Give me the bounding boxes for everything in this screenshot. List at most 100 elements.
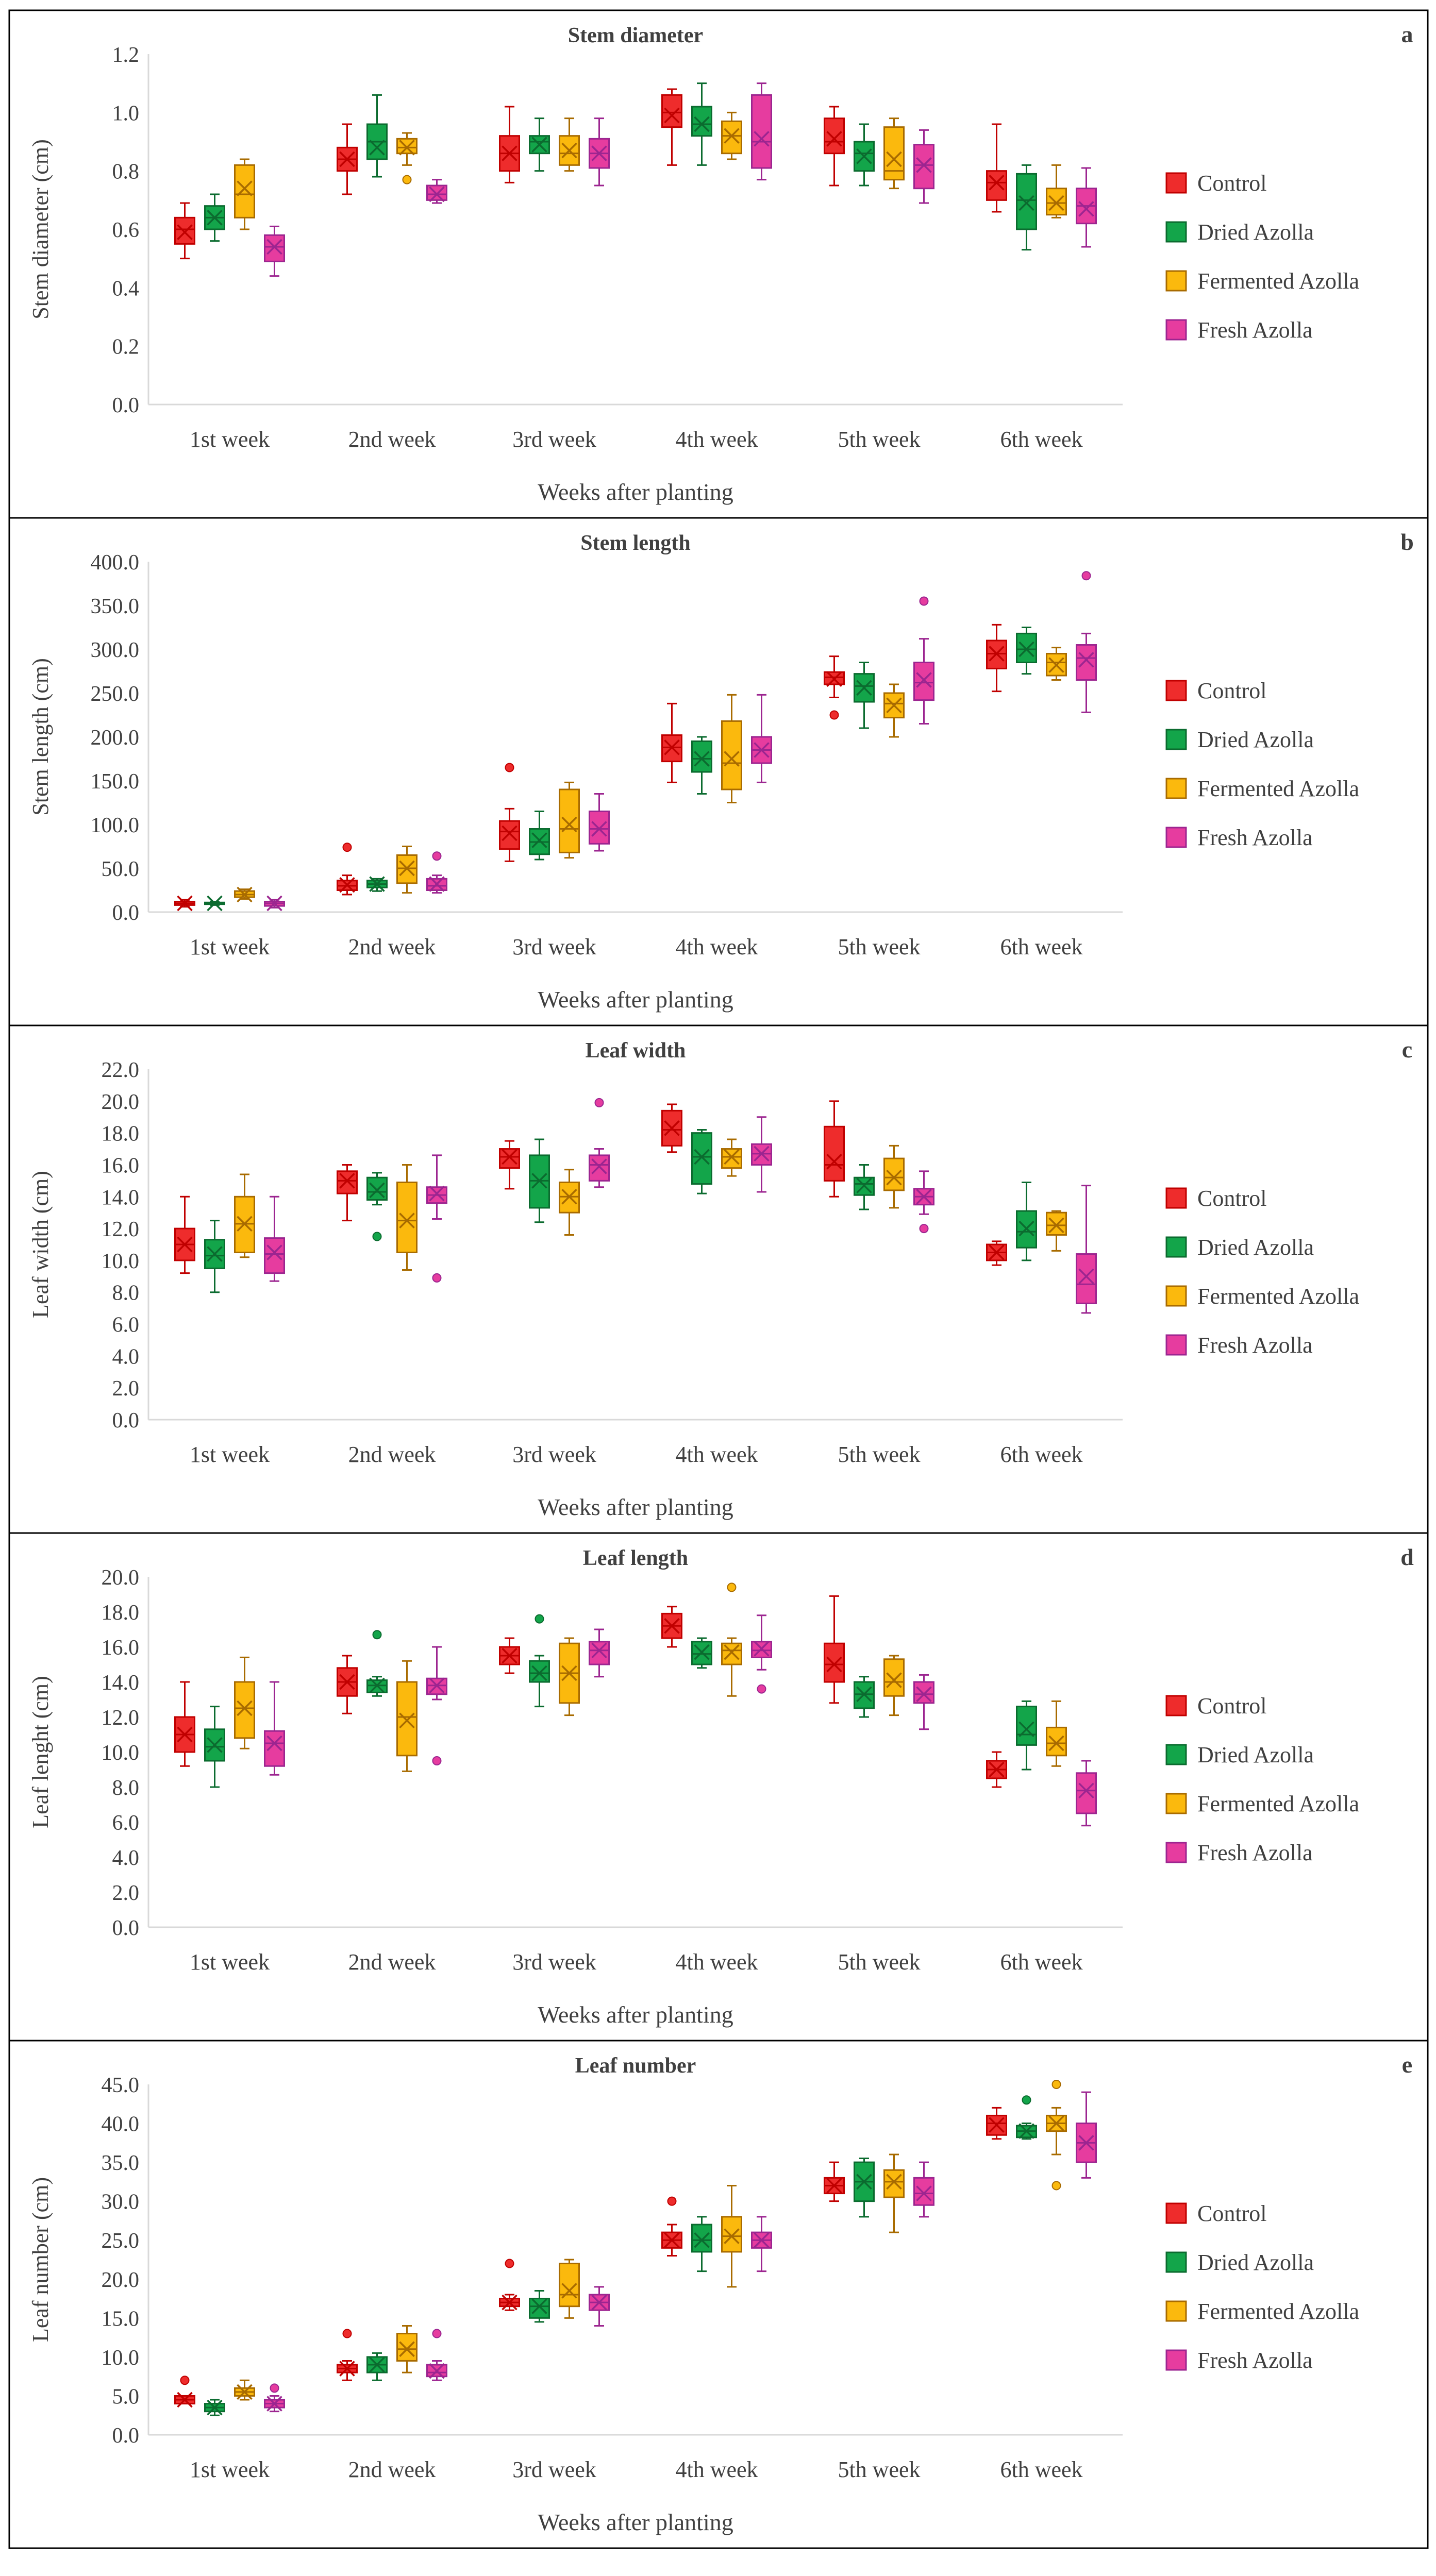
box-plot	[234, 158, 255, 230]
box-plot	[661, 702, 682, 783]
outlier-point	[919, 1224, 929, 1234]
mean-marker	[429, 186, 445, 203]
x-tick-label: 6th week	[1000, 934, 1082, 959]
mean-marker	[369, 140, 385, 156]
mean-marker	[1048, 1735, 1064, 1752]
mean-marker	[886, 2174, 902, 2190]
series-dried-azolla	[204, 2095, 1037, 2416]
legend-swatch	[1165, 2300, 1187, 2322]
mean-marker	[1018, 1721, 1034, 1738]
legend-label: Dried Azolla	[1197, 220, 1314, 245]
box	[396, 1681, 418, 1757]
box-plot	[883, 2153, 905, 2233]
series-dried-azolla	[204, 1129, 1037, 1293]
box	[559, 788, 580, 853]
y-tick-label: 200.0	[91, 726, 140, 750]
box-plot	[174, 2376, 195, 2408]
box-plot	[986, 624, 1007, 693]
box-plot	[366, 1630, 388, 1697]
box	[499, 820, 520, 850]
mean-marker	[826, 131, 842, 147]
mean-marker	[399, 1712, 415, 1729]
chart-title: Stem diameter	[568, 24, 703, 47]
box-plot	[529, 117, 550, 172]
mean-marker	[207, 1737, 223, 1753]
box-plot	[396, 1164, 418, 1271]
mean-marker	[429, 876, 445, 892]
mean-marker	[177, 1726, 193, 1743]
box	[1046, 188, 1067, 216]
legend-label: Fresh Azolla	[1197, 825, 1313, 850]
x-tick-label: 3rd week	[512, 934, 596, 959]
panel-letter: e	[1402, 2051, 1412, 2078]
box	[824, 1125, 845, 1182]
box-plot	[499, 106, 520, 183]
series-fermented-azolla	[234, 647, 1067, 903]
box-plot	[366, 876, 388, 892]
mean-marker	[754, 1641, 770, 1657]
box-plot	[337, 1164, 358, 1222]
mean-marker	[339, 877, 355, 893]
box-plot	[499, 1637, 520, 1674]
mean-marker	[1078, 1268, 1094, 1285]
box-plot	[751, 1614, 772, 1694]
box-plot	[824, 1595, 845, 1704]
x-tick-label: 4th week	[675, 427, 758, 452]
box	[883, 1157, 905, 1191]
mean-marker	[856, 2174, 872, 2190]
mean-marker	[177, 224, 193, 240]
series-control	[174, 1100, 1007, 1274]
box-plot	[589, 1628, 610, 1678]
box	[589, 811, 610, 845]
legend-label: Fresh Azolla	[1197, 1840, 1313, 1865]
x-axis-label: Weeks after planting	[538, 1494, 733, 1520]
mean-marker	[531, 137, 547, 153]
panel-letter: c	[1402, 1036, 1412, 1063]
box-plot	[913, 1674, 934, 1730]
outlier-point	[432, 1756, 442, 1765]
mean-marker	[591, 1158, 607, 1174]
mean-marker	[1018, 1220, 1034, 1237]
mean-marker	[237, 2384, 253, 2400]
x-tick-label: 3rd week	[512, 427, 596, 452]
outlier-point	[1022, 2095, 1031, 2105]
outlier-point	[432, 851, 442, 861]
mean-marker	[339, 2361, 355, 2377]
mean-marker	[664, 739, 680, 755]
box	[174, 216, 195, 245]
panel-a: 0.0 0.2 0.4 0.6 0.8 1.0 1.2 1st week 2nd week 3rd…	[8, 9, 1429, 519]
box	[559, 1181, 580, 1214]
mean-marker	[369, 876, 385, 892]
mean-marker	[664, 107, 680, 124]
box-plot	[824, 106, 845, 187]
panel-letter: b	[1400, 529, 1414, 555]
legend-swatch	[1165, 2349, 1187, 2371]
box	[883, 1658, 905, 1697]
mean-marker	[561, 2283, 577, 2299]
box-plot	[589, 1098, 610, 1188]
chart-title: Leaf length	[583, 1546, 688, 1570]
outlier-point	[342, 843, 352, 852]
box-plot	[426, 1646, 447, 1765]
mean-marker	[369, 2356, 385, 2373]
box-plot	[913, 596, 934, 725]
y-tick-label: 6.0	[112, 1314, 140, 1337]
chart-title: Leaf number	[575, 2054, 696, 2078]
x-axis-label: Weeks after planting	[538, 2509, 733, 2535]
outlier-point	[1051, 2080, 1061, 2089]
mean-marker	[266, 239, 282, 255]
outlier-point	[402, 175, 412, 184]
legend-label: Dried Azolla	[1197, 1235, 1314, 1260]
outlier-point	[432, 1273, 442, 1283]
y-tick-label: 45.0	[102, 2074, 140, 2097]
x-tick-label: 6th week	[1000, 1949, 1082, 1975]
x-tick-label: 2nd week	[348, 1442, 436, 1467]
x-tick-label: 2nd week	[348, 1949, 436, 1975]
box-plot	[204, 895, 225, 912]
x-tick-label: 1st week	[190, 427, 270, 452]
box	[499, 1148, 520, 1169]
box	[721, 720, 742, 790]
y-tick-label: 5.0	[112, 2385, 140, 2409]
box-plot	[204, 1220, 225, 1293]
